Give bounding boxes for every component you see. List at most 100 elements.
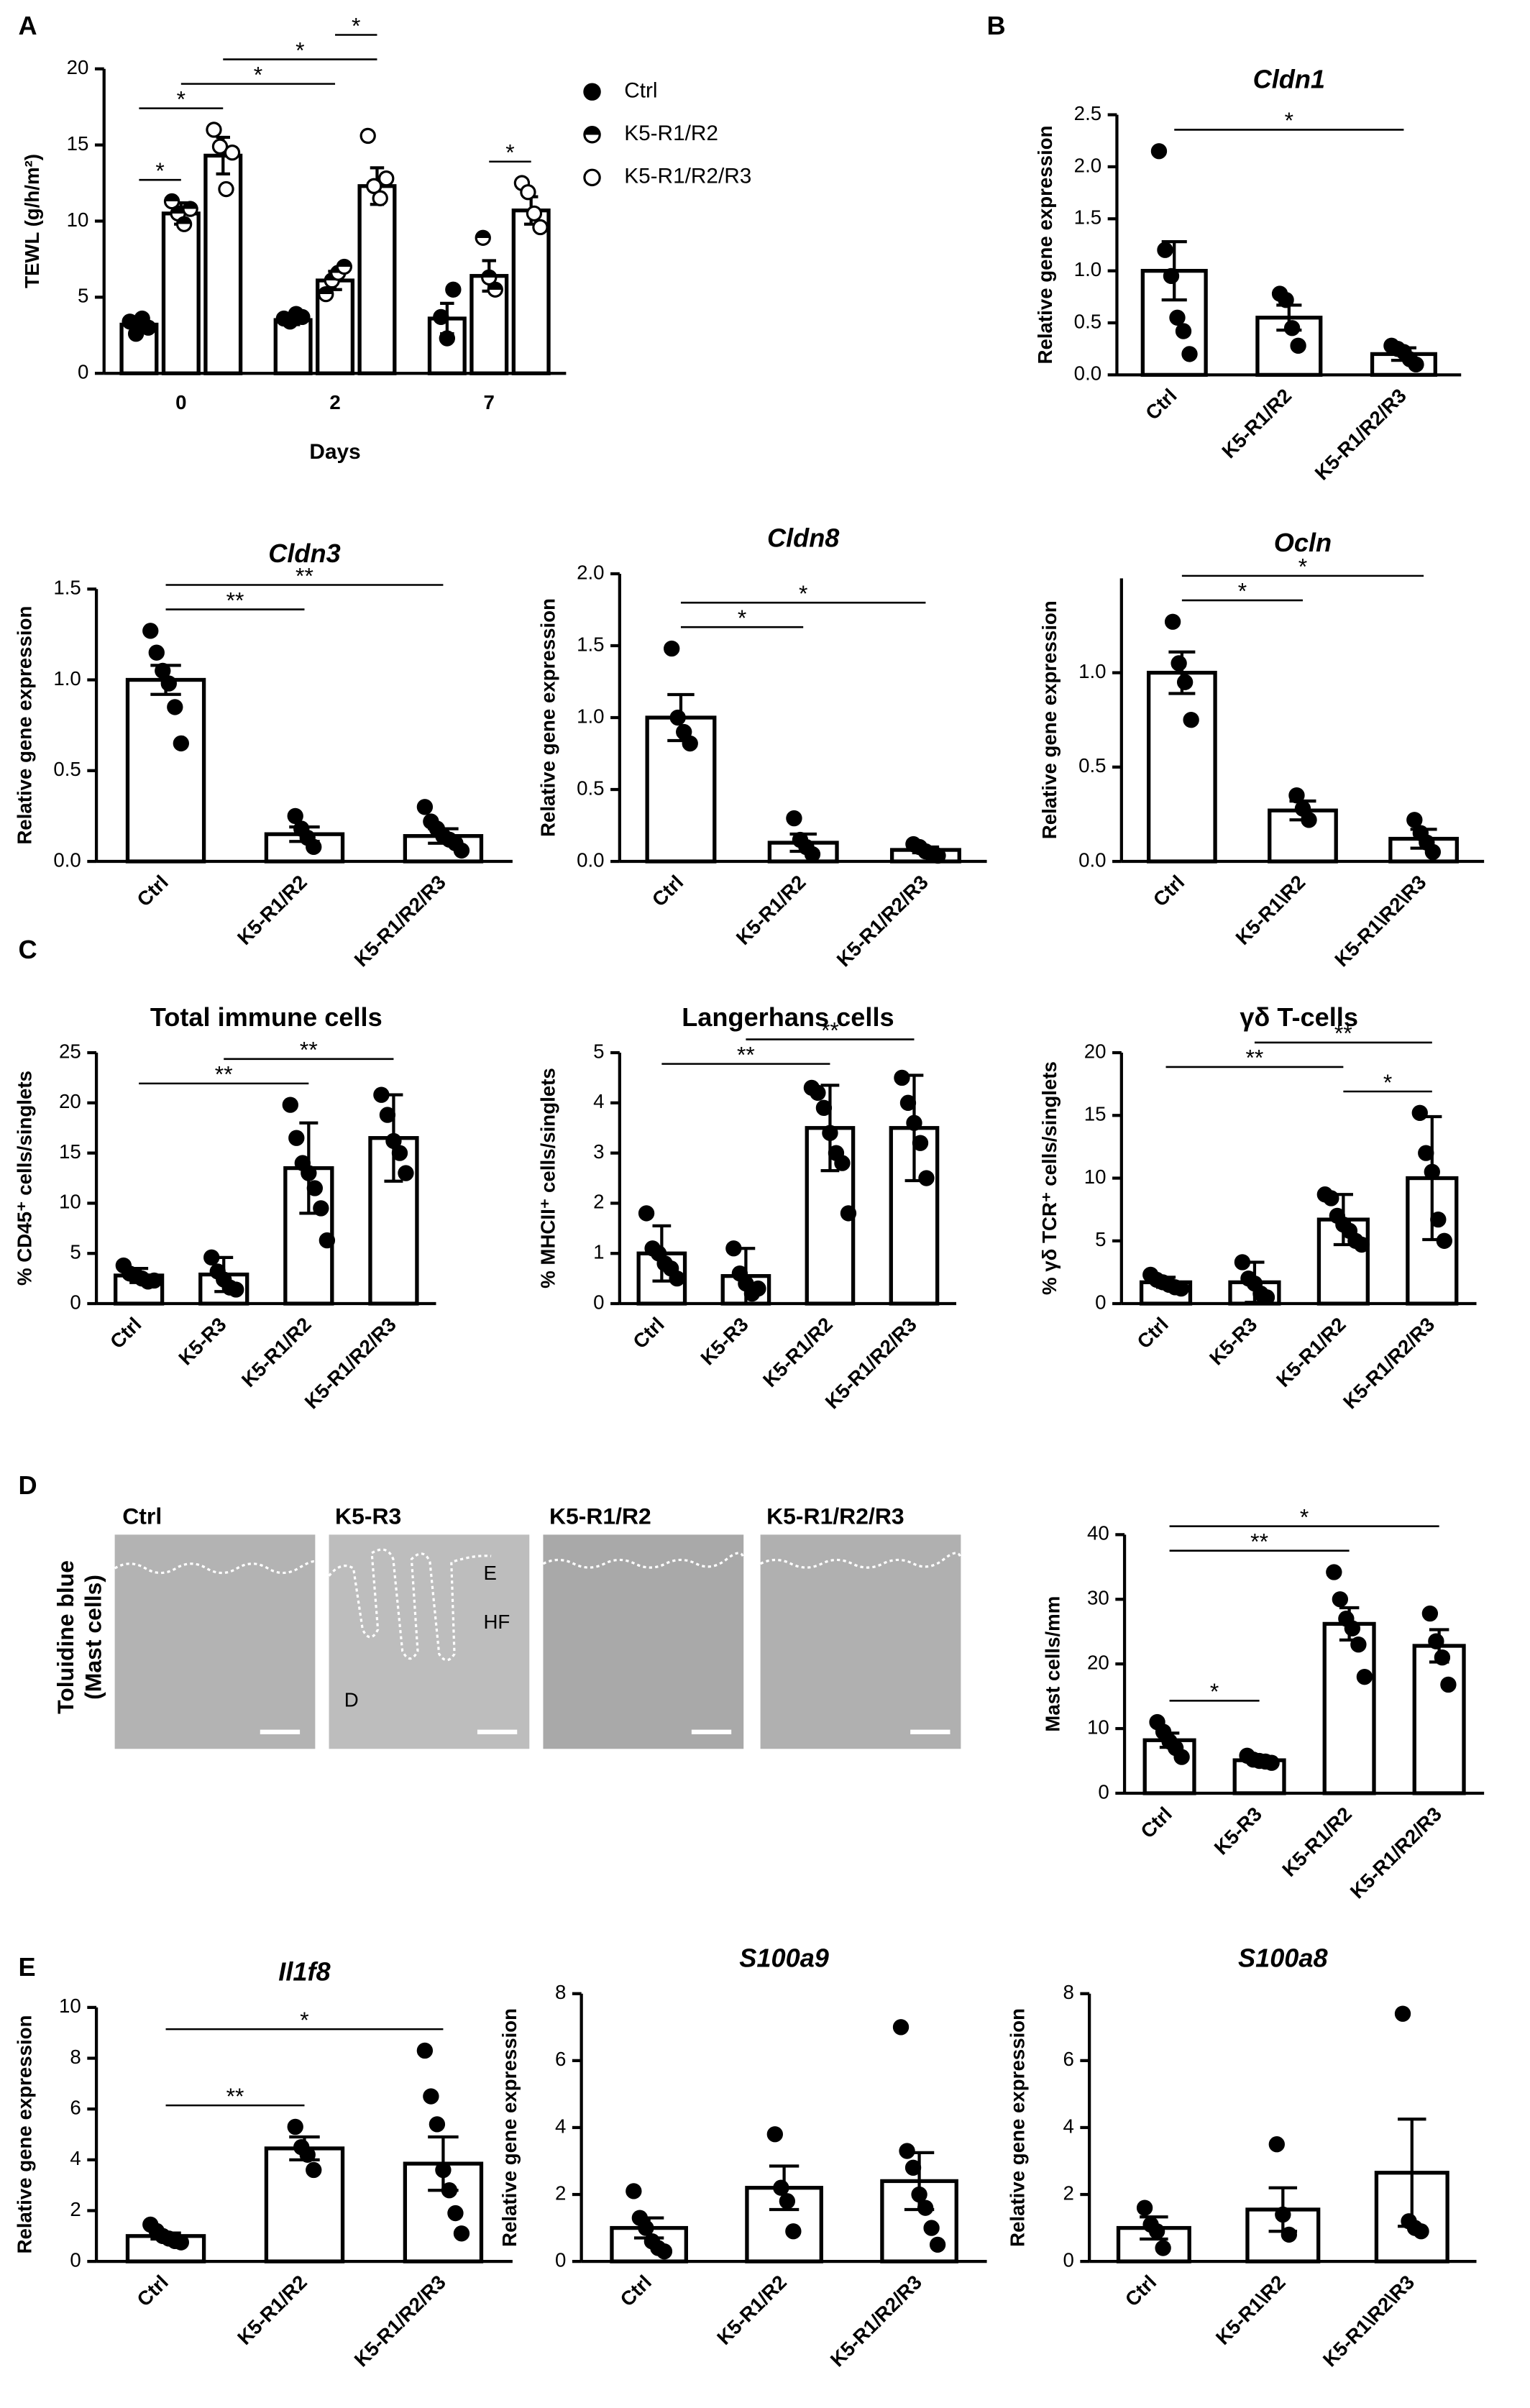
x-tick-label: K5-R1/R2 <box>732 871 810 949</box>
significance-label: * <box>1298 554 1307 580</box>
data-point <box>1288 787 1305 804</box>
data-point <box>481 269 498 286</box>
y-tick-label: 1.5 <box>53 577 81 599</box>
x-tick-label: K5-R1\R2 <box>1232 871 1310 949</box>
data-point <box>840 1205 857 1222</box>
chart-title: S100a9 <box>739 1943 829 1972</box>
data-point <box>379 1107 396 1123</box>
data-point <box>182 201 198 217</box>
data-point <box>1234 1254 1251 1271</box>
epidermis-outline <box>542 1552 745 1569</box>
micrograph-annotation: E <box>483 1562 496 1584</box>
data-point <box>626 2183 642 2199</box>
x-tick-label: K5-R1/R2/R3 <box>350 871 450 971</box>
y-tick-label: 10 <box>67 209 89 231</box>
data-point <box>1434 1649 1451 1666</box>
data-point <box>638 1205 655 1222</box>
data-point <box>785 2223 802 2240</box>
x-tick-label: Ctrl <box>1121 2271 1161 2311</box>
y-tick-label: 20 <box>59 1090 81 1112</box>
y-tick-label: 15 <box>59 1140 81 1163</box>
x-tick-label: Ctrl <box>615 2271 656 2311</box>
x-tick-label: K5-R3 <box>1205 1313 1261 1369</box>
x-tick-label: K5-R1/R2 <box>713 2271 791 2349</box>
significance-label: ** <box>1334 1020 1352 1046</box>
data-point <box>1136 2199 1153 2216</box>
y-axis-label: Relative gene expression <box>1038 600 1061 839</box>
data-point <box>638 2220 654 2236</box>
epidermis-outline <box>328 1548 492 1662</box>
data-point <box>725 1240 742 1257</box>
significance-label: ** <box>215 1061 233 1087</box>
y-tick-label: 0.5 <box>577 777 604 799</box>
y-tick-label: 2.0 <box>1074 154 1101 176</box>
data-point <box>834 1155 851 1171</box>
y-axis-label: Relative gene expression <box>14 606 36 845</box>
y-tick-label: 2 <box>593 1191 604 1213</box>
y-tick-label: 2 <box>555 2182 566 2204</box>
bar <box>203 153 243 375</box>
data-point <box>160 675 177 692</box>
data-point <box>173 2234 189 2251</box>
data-point <box>1263 1754 1280 1771</box>
y-tick-label: 0 <box>70 1291 81 1313</box>
bar <box>1412 1644 1466 1795</box>
y-tick-label: 5 <box>78 285 88 307</box>
data-point <box>1406 812 1423 828</box>
data-point <box>810 1084 826 1102</box>
data-point <box>1157 242 1173 258</box>
data-point <box>1411 1104 1428 1121</box>
data-point <box>1171 655 1187 672</box>
y-tick-label: 40 <box>1087 1522 1109 1544</box>
legend-label: K5-R1/R2/R3 <box>624 165 751 188</box>
data-point <box>669 709 686 726</box>
bar <box>125 677 206 864</box>
data-point <box>892 2019 910 2036</box>
data-point <box>287 2118 303 2135</box>
y-tick-label: 1.5 <box>1074 206 1101 229</box>
data-point <box>1258 1289 1275 1306</box>
data-point <box>1323 1190 1339 1207</box>
y-axis-label: Relative gene expression <box>498 2008 521 2247</box>
bar <box>357 184 397 375</box>
y-tick-label: 2.5 <box>1074 102 1101 124</box>
panel-label: C <box>19 935 37 964</box>
data-point <box>1283 320 1301 337</box>
significance-label: * <box>254 61 262 87</box>
data-point <box>656 2243 673 2260</box>
data-point <box>453 842 470 859</box>
data-point <box>899 1094 917 1112</box>
chart-title: Cldn3 <box>268 539 340 568</box>
data-point <box>766 2126 784 2143</box>
x-tick-label: K5-R1/R2 <box>1272 1313 1350 1391</box>
significance-label: * <box>1238 578 1247 604</box>
data-point <box>899 2143 915 2159</box>
data-point <box>1424 843 1442 861</box>
y-tick-label: 15 <box>1084 1103 1107 1125</box>
y-tick-label: 0.5 <box>1078 754 1106 777</box>
micrograph <box>543 1534 744 1749</box>
significance-label: * <box>1383 1069 1392 1095</box>
y-tick-label: 8 <box>555 1981 566 2003</box>
data-point <box>1440 1676 1457 1693</box>
y-tick-label: 0 <box>78 361 88 383</box>
data-point <box>912 1135 929 1151</box>
y-tick-label: 20 <box>1087 1651 1109 1673</box>
data-point <box>373 1086 390 1103</box>
data-point <box>206 122 222 138</box>
data-point <box>211 138 229 155</box>
y-tick-label: 0.5 <box>1074 310 1101 332</box>
x-tick-label: K5-R1/R2 <box>759 1313 837 1391</box>
data-point <box>218 180 234 198</box>
data-point <box>1173 1280 1189 1297</box>
significance-label: ** <box>300 1037 318 1063</box>
data-point <box>804 846 821 863</box>
y-axis-label: Relative gene expression <box>1007 2008 1029 2247</box>
data-point <box>306 1180 324 1196</box>
data-point <box>1421 1605 1439 1622</box>
micrograph-annotation: D <box>344 1689 359 1711</box>
data-point <box>786 810 802 827</box>
legend-marker <box>583 83 601 101</box>
data-point <box>1353 1236 1370 1253</box>
x-tick-label: K5-R1/R2/R3 <box>826 2271 926 2371</box>
